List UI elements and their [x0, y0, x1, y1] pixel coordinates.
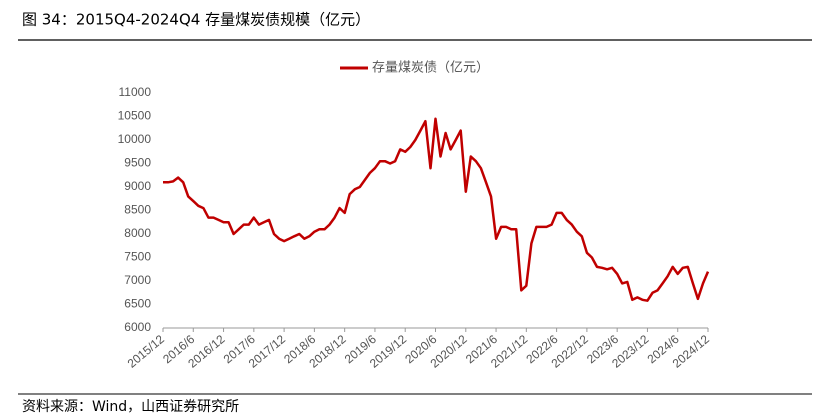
legend-label: 存量煤炭债（亿元） — [372, 61, 489, 76]
y-tick-label: 8500 — [124, 203, 151, 217]
y-tick-label: 9000 — [124, 179, 151, 193]
x-tick-label: 2015/12 — [125, 332, 167, 371]
source: 资料来源：Wind，山西证券研究所 — [22, 399, 239, 415]
y-tick-label: 8000 — [124, 226, 151, 240]
y-tick-label: 10000 — [118, 132, 152, 146]
chart-title: 图 34：2015Q4-2024Q4 存量煤炭债规模（亿元） — [22, 11, 370, 29]
y-tick-label: 7500 — [124, 250, 151, 264]
y-tick-label: 10500 — [118, 109, 152, 123]
y-tick-label: 6000 — [124, 320, 151, 334]
y-tick-label: 9500 — [124, 156, 151, 170]
y-tick-label: 6500 — [124, 297, 151, 311]
y-tick-label: 11000 — [119, 85, 152, 99]
series-line — [163, 117, 710, 302]
y-tick-label: 7000 — [124, 273, 151, 287]
